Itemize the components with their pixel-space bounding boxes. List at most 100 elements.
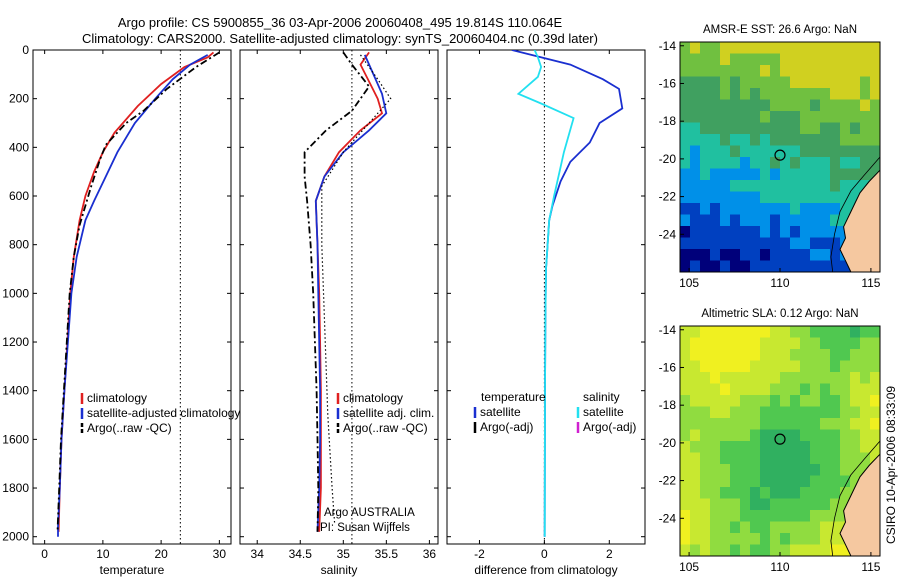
sla_map-heatmap-cell xyxy=(810,395,821,408)
sst_map-heatmap-cell xyxy=(840,76,851,89)
temperature-legend-item-label: satellite-adjusted climatology xyxy=(87,406,240,420)
sla_map-heatmap-cell xyxy=(770,475,781,488)
sst_map-heatmap-cell xyxy=(790,214,801,227)
sst_map-heatmap-cell xyxy=(720,237,731,250)
sla_map-heatmap-cell xyxy=(740,418,751,431)
sla_map-heatmap-cell xyxy=(750,487,761,500)
difference-series-group xyxy=(511,50,624,537)
sla_map-heatmap-cell xyxy=(680,326,691,339)
sla_map-heatmap-cell xyxy=(760,337,771,350)
sla_map-heatmap-cell xyxy=(690,498,701,511)
sst_map-heatmap-cell xyxy=(790,237,801,250)
sla_map-heatmap-cell xyxy=(810,441,821,454)
sla_map-heatmap-cell xyxy=(690,349,701,362)
sst_map-heatmap-cell xyxy=(680,145,691,158)
sst_map-heatmap-cell xyxy=(810,145,821,158)
sst_map-isobath xyxy=(830,156,880,272)
sst_map-heatmap-cell xyxy=(780,53,791,66)
sla_map-heatmap-cell xyxy=(750,360,761,373)
sst_map-heatmap-cell xyxy=(690,237,701,250)
sla_map-heatmap-cell xyxy=(790,349,801,362)
sla_map-ytick-label: -24 xyxy=(659,511,677,525)
sst_map-heatmap-cell xyxy=(690,99,701,112)
sst_map-heatmap-cell xyxy=(850,99,861,112)
sst_map-heatmap-cell xyxy=(810,260,821,272)
sst_map-heatmap-cell xyxy=(690,214,701,227)
sla_map-heatmap-cell xyxy=(770,510,781,523)
temperature-series-group xyxy=(56,51,220,537)
sla_map-xtick-label: 115 xyxy=(861,560,880,574)
sst_map-heatmap-cell xyxy=(840,134,851,147)
sst_map-heatmap-cell xyxy=(830,203,841,216)
sst_map-xtick-label: 115 xyxy=(861,276,880,290)
sla_map-heatmap-cell xyxy=(810,464,821,477)
sla_map-heatmap-cell xyxy=(720,487,731,500)
sst_map-heatmap-cell xyxy=(750,76,761,89)
sla_map-heatmap-cell xyxy=(800,383,811,396)
sla_map-heatmap-cell xyxy=(760,372,771,385)
sst_map-heatmap-cell xyxy=(790,134,801,147)
sst_map-heatmap-cell xyxy=(790,260,801,272)
sst_map-heatmap-cell xyxy=(770,180,781,193)
sst_map-heatmap-cell xyxy=(870,168,880,181)
sla_map-heatmap-cell xyxy=(790,418,801,431)
sst_map-heatmap-cell xyxy=(730,134,741,147)
sst_map-heatmap-cell xyxy=(820,191,831,204)
sst_map-heatmap-cell xyxy=(780,145,791,158)
sla_map-heatmap-cell xyxy=(790,395,801,408)
sla_map-heatmap-cell xyxy=(830,487,841,500)
sla_map-heatmap-cell xyxy=(680,360,691,373)
sst_map-heatmap-cell xyxy=(740,180,751,193)
sla_map-heatmap-cell xyxy=(800,487,811,500)
sla_map-heatmap-cell xyxy=(870,418,880,431)
sla_map-heatmap-cell xyxy=(810,475,821,488)
sla_map-heatmap-cell xyxy=(740,326,751,339)
sla_map-heatmap-cell xyxy=(710,429,721,442)
sla_map-heatmap-cell xyxy=(710,349,721,362)
sst_map-heatmap-cell xyxy=(750,53,761,66)
sla_map-heatmap-cell xyxy=(680,464,691,477)
sla_map-heatmap-cell xyxy=(850,337,861,350)
sla_map-heatmap-cell xyxy=(740,510,751,523)
sst_map-heatmap-cell xyxy=(700,237,711,250)
sst_map-heatmap-cell xyxy=(710,214,721,227)
sla_map-heatmap-cell xyxy=(860,441,871,454)
sst_map-heatmap-cell xyxy=(820,180,831,193)
sst_map-heatmap-cell xyxy=(770,203,781,216)
sla_map-heatmap-cell xyxy=(850,349,861,362)
sst_map-heatmap-cell xyxy=(770,145,781,158)
sst_map-heatmap-cell xyxy=(690,88,701,101)
sla_map-xtick-label: 110 xyxy=(770,560,789,574)
sla_map-heatmap-cell xyxy=(810,418,821,431)
sst_map-heatmap-cell xyxy=(810,99,821,112)
sst_map-heatmap-cell xyxy=(700,226,711,239)
sst_map-heatmap-cell xyxy=(720,249,731,262)
sla_map-heatmap-cell xyxy=(720,533,731,546)
sst_map-heatmap-cell xyxy=(720,260,731,272)
sst_map-heatmap-cell xyxy=(750,145,761,158)
sst_map-heatmap-cell xyxy=(730,65,741,78)
sla_map-heatmap-cell xyxy=(810,360,821,373)
salinity-legend-item-label: climatology xyxy=(343,391,403,405)
salinity-series-line xyxy=(303,51,371,532)
sla_map-heatmap-cell xyxy=(710,441,721,454)
sla_map-heatmap-cell xyxy=(720,326,731,339)
sla_map-heatmap-cell xyxy=(740,498,751,511)
sst_map-heatmap-cell xyxy=(730,214,741,227)
sla_map-heatmap-cell xyxy=(750,395,761,408)
sla_map-heatmap-cell xyxy=(810,521,821,534)
sla_map-heatmap-cell xyxy=(770,464,781,477)
sst_map-heatmap-cell xyxy=(740,145,751,158)
sst_map-heatmap-cell xyxy=(830,76,841,89)
sst_map-heatmap-cell xyxy=(710,88,721,101)
sst_map-heatmap-cell xyxy=(770,134,781,147)
sst_map-heatmap-cell xyxy=(860,157,871,170)
sst_map-heatmap-cell xyxy=(720,42,731,55)
sst_map-heatmap-cell xyxy=(750,249,761,262)
sla_map-heatmap-cell xyxy=(830,326,841,339)
sla_map-heatmap-cell xyxy=(860,395,871,408)
sst_map-heatmap-cell xyxy=(780,88,791,101)
sla_map-heatmap-cell xyxy=(790,406,801,419)
sla_map-heatmap-cell xyxy=(830,464,841,477)
